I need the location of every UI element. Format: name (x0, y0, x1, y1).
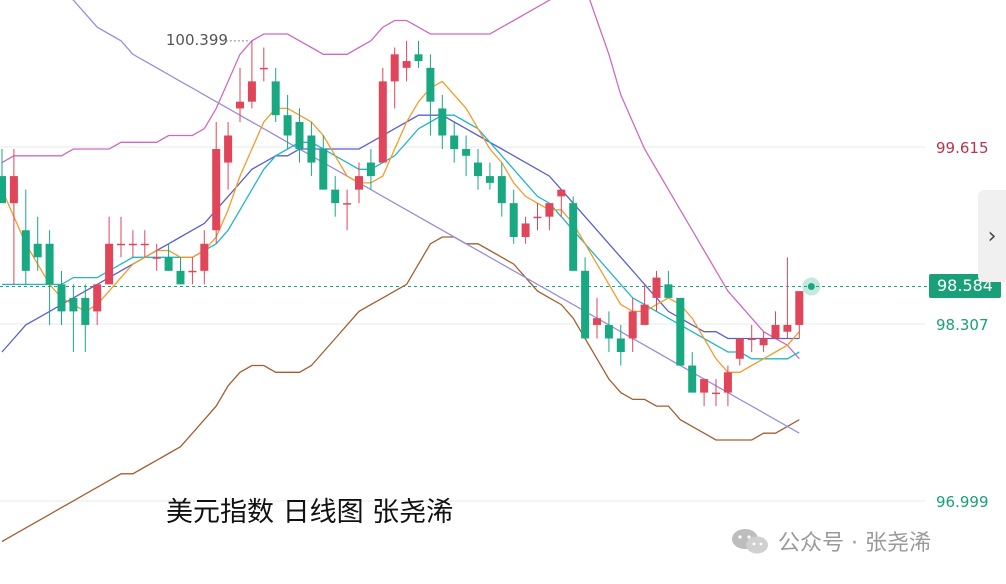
ma-mid-line (2, 114, 800, 360)
wechat-icon (732, 529, 768, 554)
candle-body (0, 176, 6, 204)
candle-body (295, 121, 304, 150)
candle-body (676, 297, 685, 366)
candle-body (509, 203, 518, 237)
candle-body (355, 176, 363, 190)
candle-body (378, 81, 387, 163)
candle-body (474, 162, 482, 177)
bollinger-upper-line (1, 0, 800, 360)
candle-body (69, 297, 78, 312)
watermark-text: 公众号 · 张尧浠 (778, 531, 931, 556)
candle-body (652, 277, 661, 298)
candle-body (366, 162, 375, 177)
candle-body (438, 108, 447, 136)
y-tick-label: 96.999 (936, 493, 989, 511)
ma-very-long-line (72, 0, 800, 434)
candle-body (759, 338, 768, 346)
candle-body (688, 365, 697, 393)
candle-body (771, 324, 780, 339)
watermark: 公众号 · 张尧浠 (730, 525, 931, 557)
side-panel-toggle[interactable]: › (978, 190, 1006, 282)
current-price-dot (807, 283, 815, 291)
candle-body (117, 243, 125, 246)
candle-body (390, 54, 399, 82)
candle-body (343, 203, 352, 205)
candle-body (593, 318, 601, 325)
candle-body (604, 324, 613, 339)
candle-body (795, 291, 804, 325)
candle-body (414, 54, 423, 62)
candle-body (45, 243, 54, 285)
candle-body (105, 243, 114, 285)
candle-body (200, 243, 209, 271)
candle-body (319, 149, 328, 190)
candle-body (236, 101, 244, 109)
y-tick-label: 98.307 (936, 316, 989, 334)
candle-body (331, 189, 340, 204)
candle-body (723, 372, 732, 393)
candle-body (128, 243, 137, 246)
candle-body (152, 257, 161, 259)
candle-body (664, 284, 673, 298)
candle-body (176, 270, 185, 285)
candle-body (93, 284, 102, 312)
candle-body (33, 243, 42, 258)
candle-body (485, 176, 494, 183)
candle-body (450, 135, 459, 150)
candle-body (164, 257, 173, 271)
candle-body (700, 379, 709, 393)
candle-body (21, 230, 30, 271)
candle-body (616, 338, 625, 353)
candle-body (747, 338, 756, 340)
candle-body (426, 67, 435, 102)
candle-body (188, 270, 197, 273)
candle-body (57, 284, 66, 312)
y-tick-label: 99.615 (936, 139, 989, 157)
candle-body (569, 203, 578, 271)
chart-caption: 美元指数 日线图 张尧浠 (166, 497, 454, 528)
candle-body (283, 115, 292, 136)
bollinger-lower-line (1, 236, 800, 543)
candle-body (9, 176, 18, 204)
candle-body (140, 243, 149, 246)
chevron-right-icon: › (987, 223, 997, 249)
high-annotation-label: 100.399 (166, 31, 228, 49)
candle-body (247, 81, 256, 102)
candle-body (533, 216, 542, 219)
ma-short-line (1, 80, 800, 373)
candle-body (212, 149, 221, 231)
candle-body (81, 297, 90, 325)
candle-body (271, 81, 280, 116)
candle-body (497, 176, 506, 204)
candle-body (581, 270, 590, 339)
candle-body (628, 311, 637, 339)
candle-body (224, 135, 233, 163)
candle-body (640, 304, 649, 325)
candle-body (783, 324, 792, 332)
candle-body (462, 149, 471, 156)
candle-body (712, 392, 720, 395)
candle-body (307, 135, 316, 163)
candle-body (545, 203, 554, 217)
candle-body (521, 223, 530, 237)
candle-body (735, 338, 744, 359)
candle-body (402, 61, 411, 68)
candle-body (557, 189, 566, 197)
candle-body (259, 67, 268, 70)
